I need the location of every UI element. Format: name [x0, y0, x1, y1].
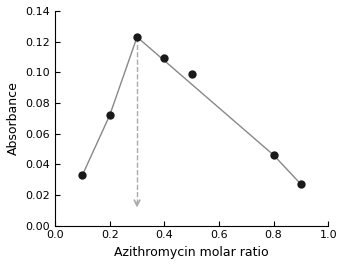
Point: [80, 173, 85, 177]
Point: [107, 113, 112, 117]
Point: [298, 182, 304, 186]
Point: [271, 153, 276, 157]
Point: [162, 56, 167, 61]
Y-axis label: Absorbance: Absorbance: [7, 81, 20, 155]
X-axis label: Azithromycin molar ratio: Azithromycin molar ratio: [114, 246, 269, 259]
Point: [134, 35, 140, 39]
Point: [189, 72, 194, 76]
